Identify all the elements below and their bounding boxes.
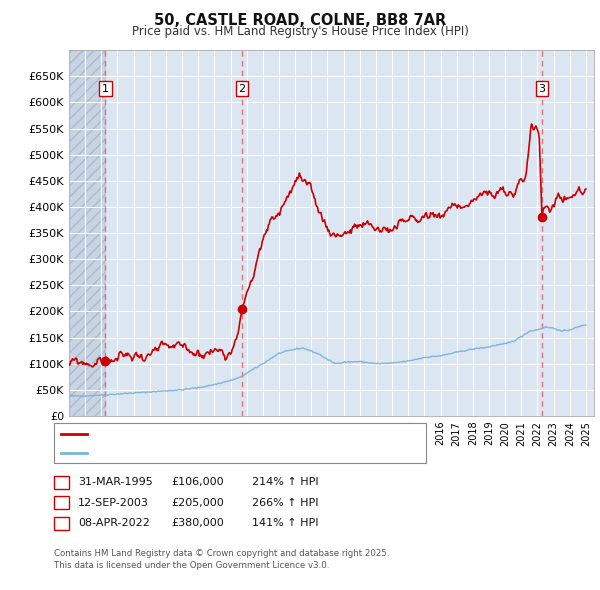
Text: HPI: Average price, semi-detached house, Pendle: HPI: Average price, semi-detached house,… (91, 448, 348, 458)
Text: 214% ↑ HPI: 214% ↑ HPI (252, 477, 319, 487)
Text: 3: 3 (58, 519, 65, 528)
Text: 266% ↑ HPI: 266% ↑ HPI (252, 498, 319, 507)
Text: £106,000: £106,000 (171, 477, 224, 487)
Text: 50, CASTLE ROAD, COLNE, BB8 7AR (semi-detached house): 50, CASTLE ROAD, COLNE, BB8 7AR (semi-de… (91, 430, 402, 440)
Text: 50, CASTLE ROAD, COLNE, BB8 7AR: 50, CASTLE ROAD, COLNE, BB8 7AR (154, 13, 446, 28)
Text: 3: 3 (538, 84, 545, 94)
Text: 1: 1 (58, 477, 65, 487)
Text: £205,000: £205,000 (171, 498, 224, 507)
Text: 12-SEP-2003: 12-SEP-2003 (78, 498, 149, 507)
Bar (69, 50, 105, 416)
Text: 08-APR-2022: 08-APR-2022 (78, 519, 150, 528)
Text: 141% ↑ HPI: 141% ↑ HPI (252, 519, 319, 528)
Text: 1: 1 (102, 84, 109, 94)
Text: £380,000: £380,000 (171, 519, 224, 528)
Text: Price paid vs. HM Land Registry's House Price Index (HPI): Price paid vs. HM Land Registry's House … (131, 25, 469, 38)
Text: 2: 2 (238, 84, 245, 94)
Text: Contains HM Land Registry data © Crown copyright and database right 2025.
This d: Contains HM Land Registry data © Crown c… (54, 549, 389, 569)
Text: 2: 2 (58, 498, 65, 507)
Text: 31-MAR-1995: 31-MAR-1995 (78, 477, 153, 487)
